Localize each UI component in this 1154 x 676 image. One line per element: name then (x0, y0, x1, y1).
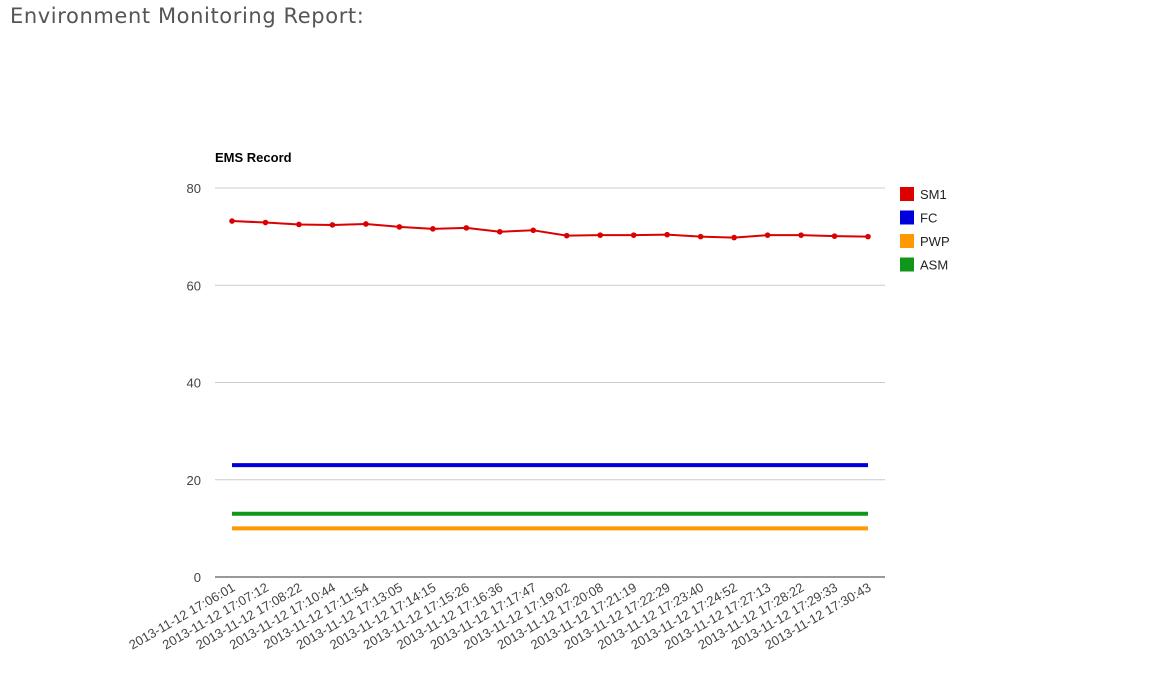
data-point-sm1[interactable] (697, 233, 704, 240)
y-tick-label: 0 (194, 570, 201, 585)
legend-item-sm1[interactable]: SM1 (900, 187, 947, 202)
y-tick-label: 60 (187, 278, 201, 293)
data-point-sm1[interactable] (396, 224, 403, 230)
data-point-sm1[interactable] (262, 219, 269, 226)
data-point-sm1[interactable] (731, 234, 737, 241)
data-point-sm1[interactable] (764, 232, 771, 238)
series-lines (229, 218, 871, 531)
data-point-sm1[interactable] (530, 227, 537, 234)
gridlines (215, 187, 885, 481)
page-title: Environment Monitoring Report: (10, 4, 365, 28)
series-line-sm1 (231, 220, 869, 239)
y-tick-label: 20 (187, 473, 201, 488)
legend-label: ASM (920, 258, 948, 273)
legend-label: FC (920, 211, 937, 226)
data-point-sm1[interactable] (865, 233, 871, 240)
data-point-sm1[interactable] (463, 225, 470, 231)
data-point-sm1[interactable] (496, 228, 503, 235)
data-point-sm1[interactable] (430, 226, 436, 232)
y-tick-label: 80 (187, 181, 201, 196)
legend-item-pwp[interactable]: PWP (900, 234, 950, 249)
legend-item-asm[interactable]: ASM (900, 257, 948, 273)
legend-item-fc[interactable]: FC (900, 210, 937, 226)
data-point-sm1[interactable] (296, 221, 302, 228)
axes: 0 20 40 60 80 (187, 181, 885, 585)
legend-label: SM1 (920, 187, 947, 202)
legend-swatch (900, 234, 914, 248)
data-point-sm1[interactable] (363, 221, 369, 227)
legend-swatch (900, 187, 914, 201)
data-point-sm1[interactable] (630, 232, 637, 238)
legend-swatch (900, 210, 914, 225)
data-point-sm1[interactable] (329, 222, 336, 228)
y-tick-label: 40 (187, 376, 201, 391)
legend[interactable]: SM1 FC PWP ASM (900, 187, 950, 273)
data-point-sm1[interactable] (798, 232, 804, 238)
chart-title: EMS Record (215, 150, 292, 165)
data-point-sm1[interactable] (563, 232, 570, 239)
data-point-sm1[interactable] (229, 218, 235, 224)
data-point-sm1[interactable] (597, 232, 604, 238)
legend-swatch (900, 257, 914, 272)
data-point-sm1[interactable] (831, 233, 838, 239)
data-point-sm1[interactable] (664, 231, 670, 238)
legend-label: PWP (920, 234, 950, 249)
